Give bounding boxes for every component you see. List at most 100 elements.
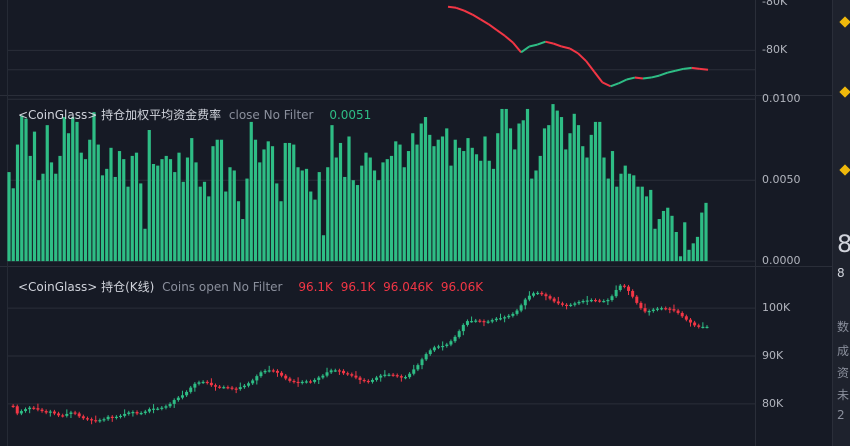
series-segment xyxy=(691,66,700,70)
funding-bar xyxy=(41,173,45,262)
candle-body xyxy=(160,407,164,409)
funding-bar xyxy=(92,112,96,262)
candle-body xyxy=(333,370,337,372)
funding-bar xyxy=(606,178,610,262)
candle-body xyxy=(664,308,668,310)
funding-bar xyxy=(619,173,623,262)
funding-bar xyxy=(394,141,398,262)
funding-bar xyxy=(96,144,100,262)
series-segment xyxy=(455,6,465,12)
funding-bar xyxy=(343,176,347,262)
candle-body xyxy=(622,285,626,287)
candle-body xyxy=(536,292,540,295)
funding-bar xyxy=(283,142,287,262)
funding-bar xyxy=(610,151,615,262)
candle-body xyxy=(370,379,374,382)
funding-bar xyxy=(419,123,423,262)
candle-body xyxy=(486,321,490,323)
funding-bar xyxy=(542,128,547,262)
funding-bar xyxy=(207,196,211,262)
funding-bar xyxy=(534,170,538,262)
funding-bar xyxy=(253,139,258,262)
series-segment xyxy=(667,69,676,74)
candle-body xyxy=(503,317,507,319)
candle-body xyxy=(527,295,531,300)
funding-bar xyxy=(496,133,500,262)
candle-body xyxy=(77,413,81,417)
candle-body xyxy=(470,321,474,323)
funding-bar xyxy=(309,191,313,262)
funding-bar xyxy=(364,152,368,262)
series-segment xyxy=(529,43,538,48)
funding-bar xyxy=(449,165,453,262)
candle-body xyxy=(577,301,581,304)
sidebar-line-3: 资 xyxy=(837,366,850,380)
candle-body xyxy=(329,370,333,373)
candle-body xyxy=(214,385,218,387)
y-tick-label: 0.0050 xyxy=(762,173,801,186)
funding-bar xyxy=(585,157,589,262)
candle-body xyxy=(697,325,701,327)
candle-body xyxy=(152,408,156,410)
candle-body xyxy=(176,397,180,401)
funding-bar xyxy=(83,159,88,262)
series-segment xyxy=(658,71,668,77)
funding-bar xyxy=(219,139,224,262)
series-segment xyxy=(479,18,490,26)
funding-bar xyxy=(483,136,487,262)
funding-bar xyxy=(147,130,151,262)
funding-bar xyxy=(330,125,334,262)
candle-body xyxy=(474,320,478,322)
candle-body xyxy=(573,303,577,305)
candle-body xyxy=(44,411,48,413)
funding-bar xyxy=(487,160,491,262)
binance-icon xyxy=(839,86,850,98)
candle-body xyxy=(585,300,589,302)
candle-body xyxy=(449,341,453,345)
candle-body xyxy=(672,309,676,311)
funding-bar xyxy=(551,104,555,262)
funding-bar xyxy=(7,172,11,262)
candle-body xyxy=(218,386,222,388)
series-segment xyxy=(699,67,709,71)
funding-bar xyxy=(177,152,181,262)
funding-bar xyxy=(428,134,432,262)
candle-body xyxy=(556,301,560,304)
funding-pane-subtitle: close No Filter xyxy=(228,108,314,122)
candle-body xyxy=(651,309,655,312)
series-segment xyxy=(683,66,692,70)
candle-body xyxy=(693,322,697,326)
candle-body xyxy=(515,310,519,314)
candle-body xyxy=(445,344,449,346)
funding-bar xyxy=(491,168,496,262)
funding-bar xyxy=(521,120,525,262)
candle-body xyxy=(139,412,143,415)
candle-body xyxy=(102,419,106,421)
candle-body xyxy=(420,359,424,366)
funding-bar xyxy=(423,117,428,262)
y-tick-label: 0.0000 xyxy=(762,254,801,267)
y-tick-label: 0.0100 xyxy=(762,92,801,105)
funding-bar xyxy=(164,155,168,262)
candle-body xyxy=(437,346,441,348)
candle-body xyxy=(197,382,201,384)
candle-body xyxy=(288,378,292,381)
candle-body xyxy=(263,370,267,373)
funding-bar xyxy=(28,155,32,262)
funding-bar xyxy=(190,138,194,262)
candle-body xyxy=(519,305,523,311)
candle-body xyxy=(65,413,69,416)
funding-bar xyxy=(266,141,270,262)
candle-body xyxy=(416,365,420,370)
funding-bar xyxy=(249,121,253,262)
funding-bar xyxy=(185,157,190,262)
funding-bar xyxy=(572,113,576,262)
funding-bar xyxy=(411,133,415,262)
funding-bar xyxy=(228,167,232,262)
funding-bar xyxy=(232,170,236,262)
candle-body xyxy=(461,324,465,332)
candle-body xyxy=(24,409,28,412)
funding-bar xyxy=(627,173,632,262)
series-segment xyxy=(626,76,636,81)
candle-body xyxy=(304,381,308,383)
